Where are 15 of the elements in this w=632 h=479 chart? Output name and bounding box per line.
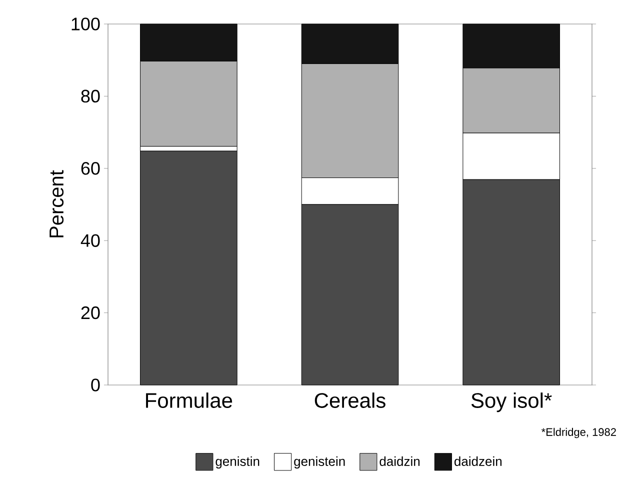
y-axis-title: Percent (50, 170, 64, 238)
x-tick-label: Formulae (146, 392, 232, 408)
x-tick-label: Cereals (314, 392, 386, 408)
text: *Eldridge, 1982 (541, 428, 616, 438)
legend-label: daidzein (454, 456, 502, 466)
y-tick-label: 40 (80, 234, 100, 247)
legend-label: genistein (294, 456, 345, 469)
y-tick-label: 100 (72, 18, 100, 30)
legend-label: genistin (216, 456, 260, 469)
y-tick-label: 60 (81, 162, 100, 175)
y-tick-label: 0 (91, 378, 100, 392)
x-tick-label: Soy isol* (471, 392, 552, 412)
y-tick-label: 80 (81, 90, 100, 103)
y-tick-label: 20 (81, 306, 100, 320)
legend-label: daidzin (380, 456, 420, 466)
